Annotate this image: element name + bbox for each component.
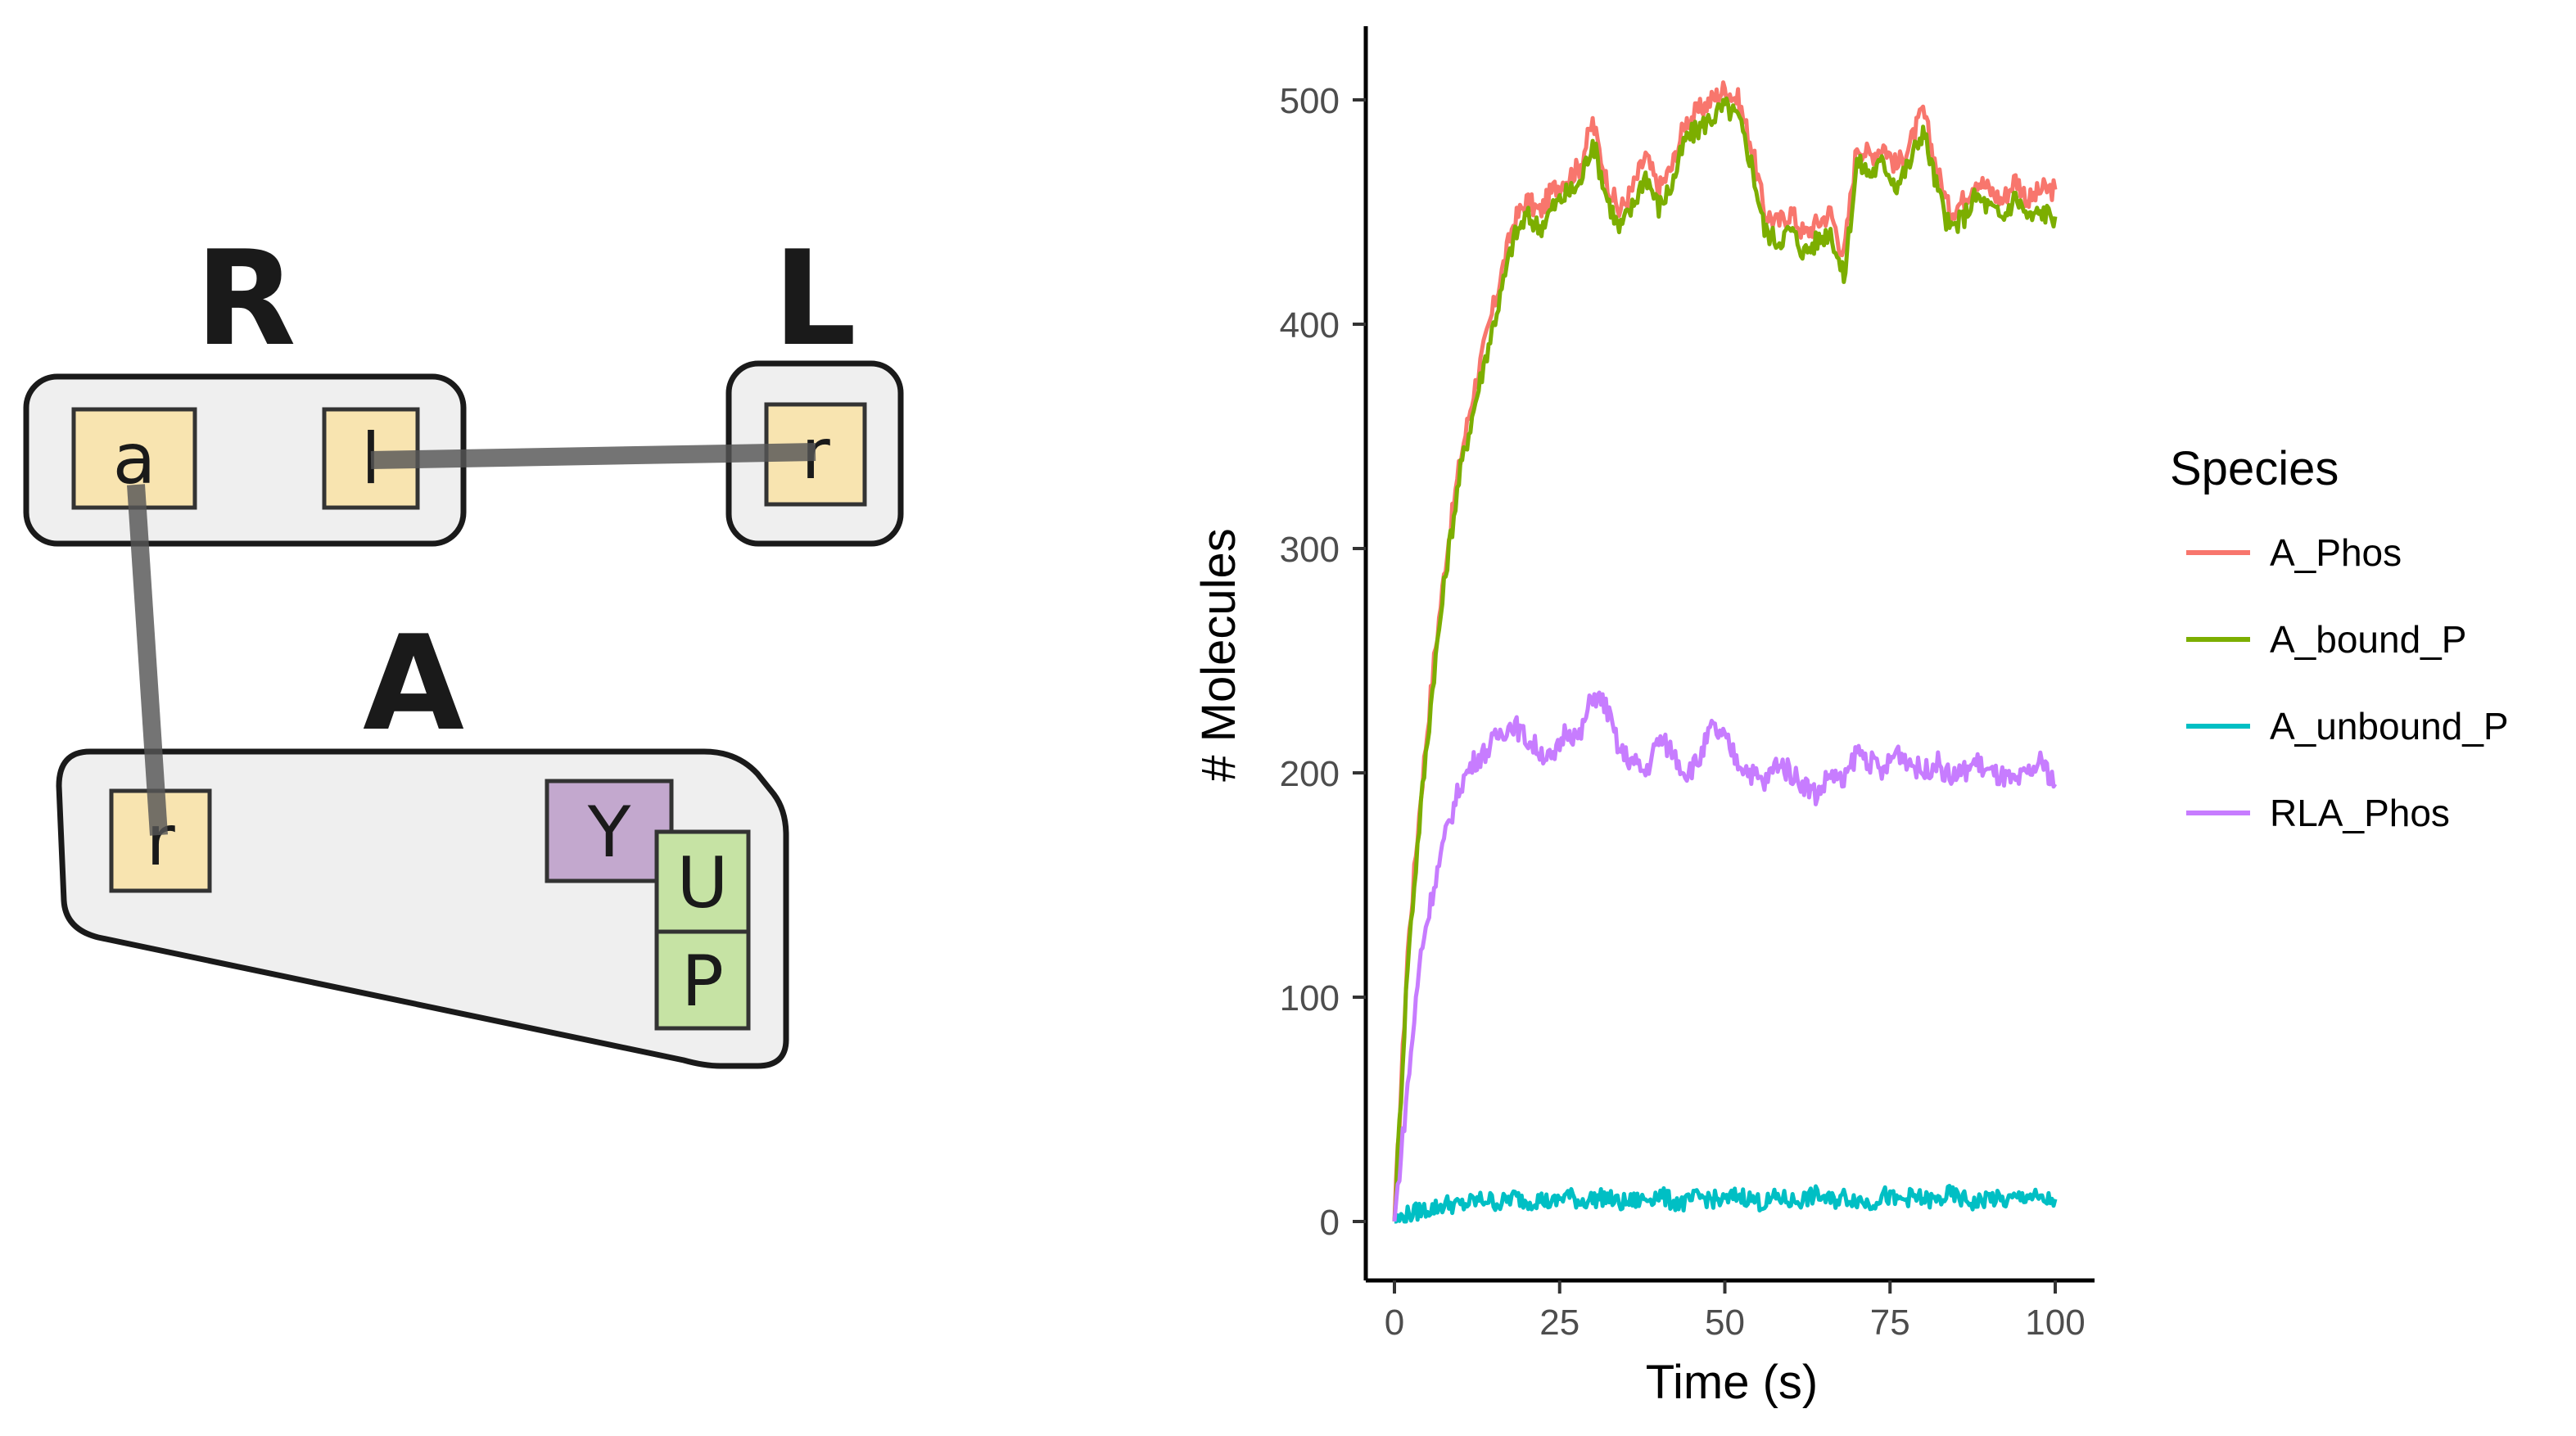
x-tick-label: 50 — [1705, 1303, 1745, 1343]
y-ticks: 0 100 200 300 400 500 — [1280, 81, 1366, 1243]
x-tick-label: 25 — [1539, 1303, 1579, 1343]
state-u-label: U — [677, 842, 729, 924]
series-line-rla-phos — [1392, 690, 2058, 1222]
x-ticks: 0 25 50 75 100 — [1385, 1280, 2086, 1343]
legend-title: Species — [2170, 442, 2339, 495]
rule-diagram: R L A a l r r Y U P — [23, 222, 904, 1069]
bond-r-a-to-a-r — [127, 484, 168, 836]
x-tick-label: 100 — [2025, 1303, 2085, 1343]
line-chart: 0 25 50 75 100 0 100 200 300 400 500 Time (s) # M… — [1192, 26, 2509, 1409]
site-a-y-label: Y — [587, 792, 631, 874]
bond-r-l-to-l-r — [370, 443, 816, 469]
state-p-label: P — [681, 941, 724, 1023]
x-axis-title: Time (s) — [1646, 1356, 1818, 1409]
y-axis-title: # Molecules — [1192, 528, 1245, 781]
molecule-label-r: R — [195, 222, 296, 375]
state-p — [654, 929, 751, 1031]
molecule-label-l: L — [773, 222, 856, 375]
y-tick-label: 0 — [1320, 1203, 1340, 1243]
x-tick-label: 75 — [1870, 1303, 1910, 1343]
legend-label: A_bound_P — [2270, 618, 2466, 661]
y-tick-label: 100 — [1280, 978, 1340, 1018]
y-tick-label: 400 — [1280, 305, 1340, 345]
legend-items: A_Phos A_bound_P A_unbound_P RLA_Phos — [2186, 531, 2509, 834]
legend-label: A_Phos — [2270, 531, 2402, 574]
series-line-a-bound-p — [1392, 96, 2058, 1222]
series-line-a-unbound-p — [1394, 1184, 2058, 1224]
legend: Species A_Phos A_bound_P A_unbound_P RLA_Ph… — [2170, 442, 2509, 834]
legend-label: RLA_Phos — [2270, 792, 2450, 834]
y-tick-label: 200 — [1280, 754, 1340, 794]
y-tick-label: 300 — [1280, 530, 1340, 570]
legend-label: A_unbound_P — [2270, 705, 2509, 747]
molecule-label-a: A — [363, 607, 464, 760]
series-line-a-phos — [1392, 80, 2058, 1222]
y-tick-label: 500 — [1280, 81, 1340, 121]
site-a-y — [545, 779, 674, 883]
x-tick-label: 0 — [1385, 1303, 1404, 1343]
series-layer — [1392, 80, 2058, 1224]
